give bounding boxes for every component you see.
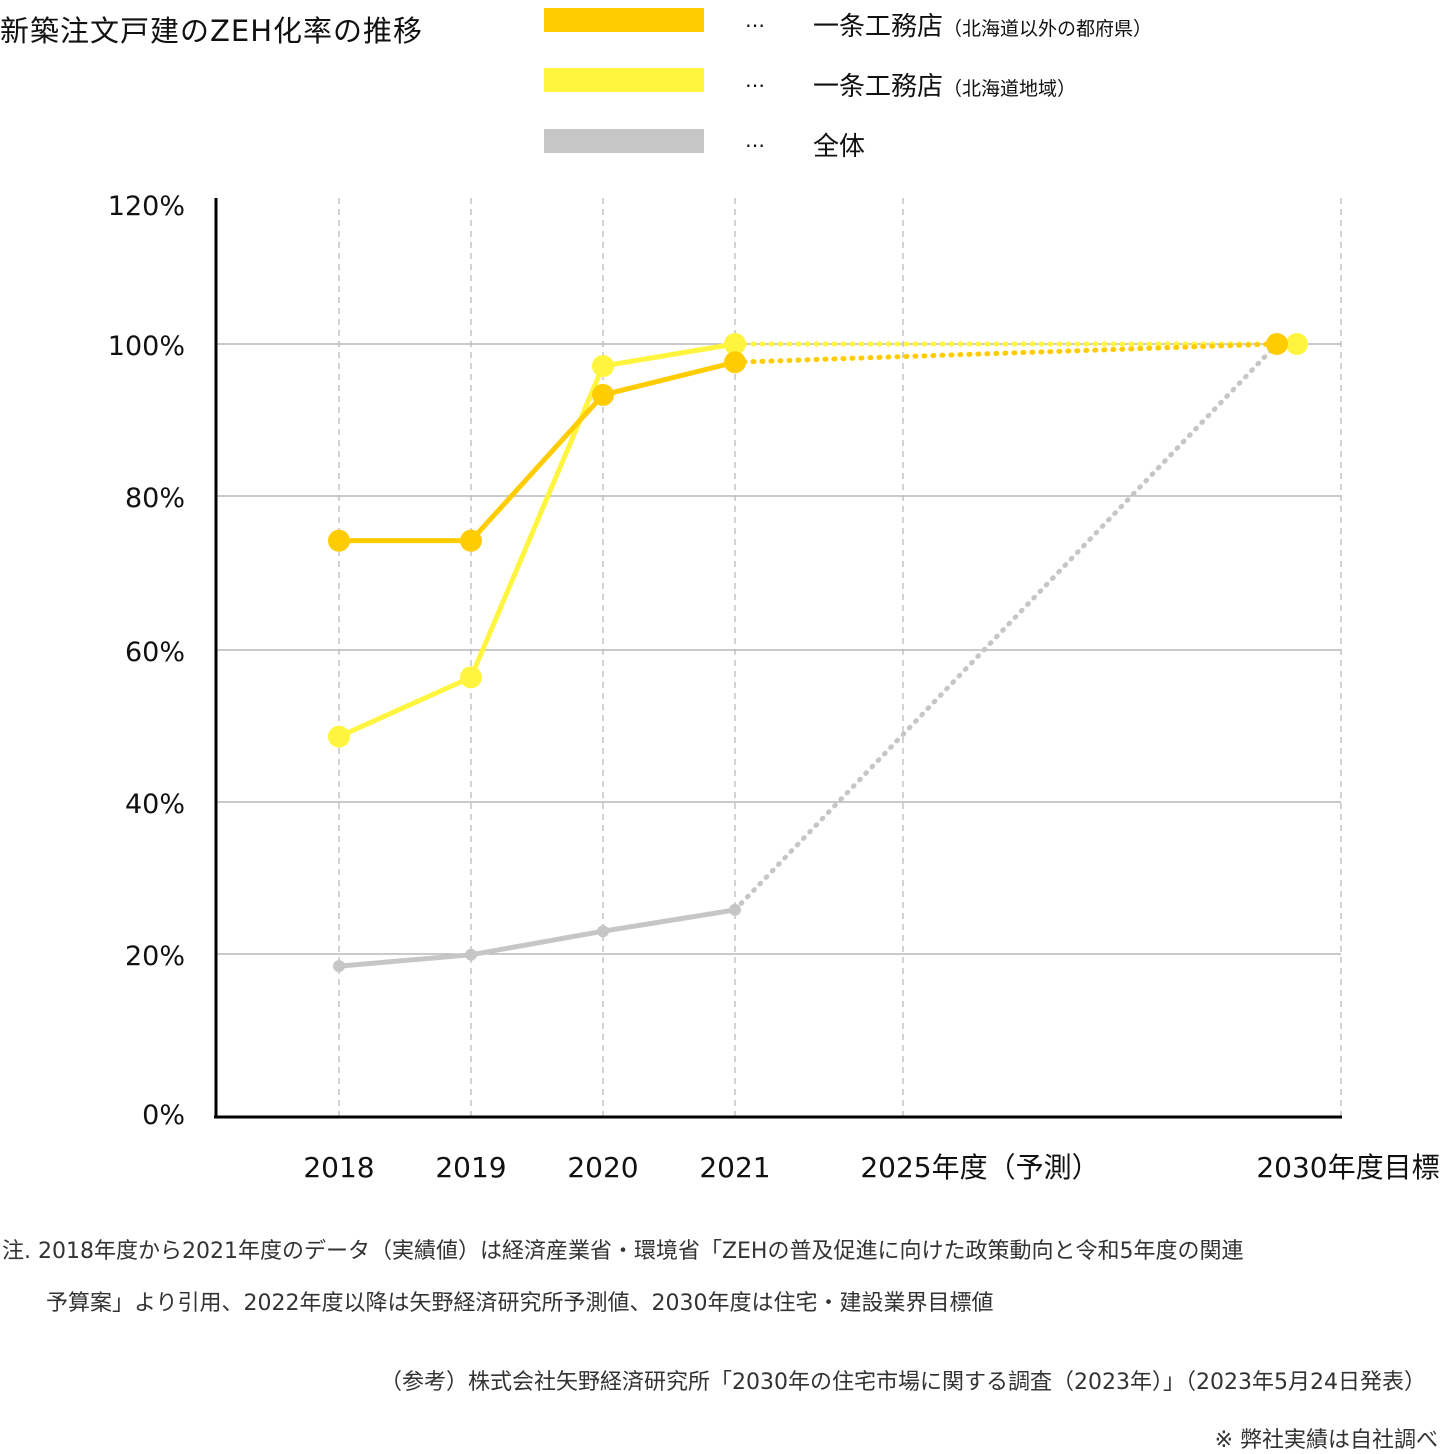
x-tick-label: 2030年度目標 bbox=[1256, 1151, 1439, 1184]
data-point bbox=[465, 948, 477, 961]
data-point bbox=[333, 960, 345, 973]
note-line-1: 注. 2018年度から2021年度のデータ（実績値）は経済産業省・環境省「ZEH… bbox=[2, 1239, 1244, 1264]
legend-dots: … bbox=[745, 128, 765, 152]
series-line-actual bbox=[339, 359, 736, 544]
x-tick-label: 2021 bbox=[699, 1151, 770, 1184]
legend-swatch-orange bbox=[544, 8, 704, 32]
data-point bbox=[597, 925, 609, 938]
series-line-forecast bbox=[732, 341, 1280, 913]
data-point bbox=[460, 666, 482, 689]
data-point bbox=[1286, 333, 1308, 355]
x-tick-label: 2019 bbox=[435, 1151, 506, 1184]
legend-label: 全体 bbox=[813, 126, 865, 163]
data-point bbox=[1266, 333, 1288, 355]
x-tick-label: 2018 bbox=[303, 1151, 374, 1184]
legend-label-main: 一条工務店 bbox=[813, 72, 944, 102]
data-point bbox=[724, 351, 746, 374]
legend-dots: … bbox=[745, 68, 765, 92]
data-point bbox=[729, 903, 741, 916]
legend-label-main: 一条工務店 bbox=[813, 12, 944, 42]
series-line-actual bbox=[338, 907, 736, 969]
y-tick-label: 100% bbox=[108, 331, 185, 362]
legend-label-main: 全体 bbox=[813, 132, 866, 162]
y-tick-label: 40% bbox=[125, 789, 185, 820]
series-line-forecast bbox=[732, 341, 1280, 365]
legend-label: 一条工務店（北海道以外の都府県） bbox=[813, 6, 1152, 43]
data-point bbox=[592, 383, 614, 406]
y-tick-label: 60% bbox=[125, 637, 185, 668]
y-tick-label: 20% bbox=[125, 941, 185, 972]
y-tick-label: 120% bbox=[108, 191, 185, 222]
data-point bbox=[460, 529, 482, 552]
data-point bbox=[592, 355, 614, 378]
data-point bbox=[328, 725, 350, 748]
series-line-actual bbox=[337, 341, 736, 739]
x-tick-label: 2020 bbox=[567, 1151, 638, 1184]
data-point bbox=[328, 529, 350, 552]
x-tick-label: 2025年度（予測） bbox=[860, 1151, 1099, 1184]
legend-swatch-gray bbox=[544, 129, 704, 153]
data-point bbox=[724, 333, 746, 355]
y-tick-label: 80% bbox=[125, 483, 185, 514]
legend-label-sub: （北海道以外の都府県） bbox=[943, 18, 1153, 40]
y-tick-label: 0% bbox=[142, 1100, 185, 1131]
reference-note: （参考）株式会社矢野経済研究所「2030年の住宅市場に関する調査（2023年）」… bbox=[380, 1370, 1426, 1395]
legend-label-sub: （北海道地域） bbox=[943, 78, 1077, 100]
legend-label: 一条工務店（北海道地域） bbox=[813, 66, 1076, 103]
own-data-note: ※ 弊社実績は自社調べ bbox=[1214, 1428, 1438, 1453]
legend-dots: … bbox=[745, 8, 765, 32]
legend-swatch-yellow bbox=[544, 68, 704, 92]
chart-title: 新築注文戸建のZEH化率の推移 bbox=[0, 14, 423, 48]
note-line-2: 予算案」より引用、2022年度以降は矢野経済研究所予測値、2030年度は住宅・建… bbox=[46, 1291, 994, 1316]
